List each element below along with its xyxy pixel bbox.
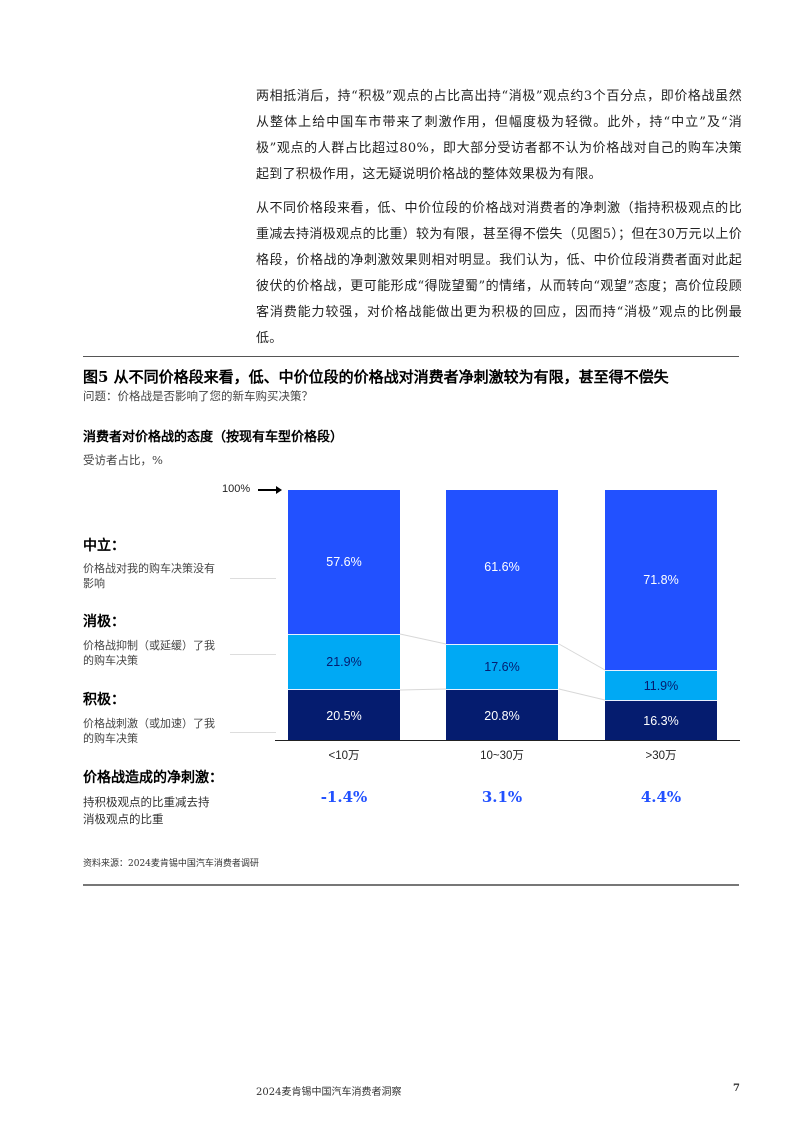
x-tick-label: >30万 — [645, 750, 677, 762]
net-value: 4.4% — [640, 788, 682, 806]
segment-negative: 11.9% — [605, 670, 717, 700]
x-tick-label: <10万 — [328, 750, 360, 762]
source-note: 资料来源：2024麦肯锡中国汽车消费者调研 — [83, 859, 259, 869]
body-paragraph-2: 从不同价格段来看，低、中价位段的价格战对消费者的净刺激（指持积极观点的比重减去持… — [256, 201, 742, 346]
legend-positive-desc: 价格战刺激（或加速）了我的购车决策 — [83, 717, 215, 745]
legend-negative-desc: 价格战抑制（或延缓）了我的购车决策 — [83, 639, 215, 667]
legend-neutral-desc: 价格战对我的购车决策没有影响 — [83, 562, 215, 590]
segment-negative: 17.6% — [446, 644, 558, 689]
segment-positive: 20.8% — [446, 689, 558, 741]
net-value: 3.1% — [481, 788, 523, 806]
page-number: 7 — [733, 1083, 740, 1094]
segment-neutral: 57.6% — [288, 490, 400, 634]
segment-neutral: 61.6% — [446, 490, 558, 644]
x-tick-label: 10~30万 — [480, 750, 524, 762]
chart-title: 消费者对价格战的态度（按现有车型价格段） — [83, 430, 344, 445]
figure-top-rule — [83, 356, 739, 357]
legend-neutral-head: 中立： — [83, 538, 125, 554]
segment-positive: 20.5% — [288, 689, 400, 741]
chart-unit: 受访者占比，% — [83, 453, 163, 467]
net-stimulus-head: 价格战造成的净刺激： — [83, 770, 223, 786]
hundred-percent-marker: 100% — [222, 483, 251, 495]
figure-bottom-rule — [83, 884, 739, 886]
net-stimulus-desc: 持积极观点的比重减去持消极观点的比重 — [83, 795, 210, 826]
bar-under-10w: 57.6% 21.9% 20.5% — [288, 490, 400, 741]
legend-positive-head: 积极： — [83, 692, 125, 708]
x-axis — [275, 740, 740, 741]
right-arrow-icon — [258, 486, 282, 494]
net-value: -1.4% — [320, 788, 368, 806]
body-paragraph-1: 两相抵消后，持“积极”观点的占比高出持“消极”观点约3个百分点，即价格战虽然从整… — [256, 89, 742, 182]
legend-neutral-leader — [230, 578, 276, 579]
legend-negative-leader — [230, 654, 276, 655]
segment-neutral: 71.8% — [605, 490, 717, 670]
legend-negative-head: 消极： — [83, 614, 125, 630]
figure-title: 图5 从不同价格段来看，低、中价位段的价格战对消费者净刺激较为有限，甚至得不偿失 — [83, 368, 669, 386]
legend-positive-leader — [230, 732, 276, 733]
bar-over-30w: 71.8% 11.9% 16.3% — [605, 490, 717, 741]
footer-title: 2024麦肯锡中国汽车消费者洞察 — [256, 1087, 402, 1098]
figure-question: 问题：价格战是否影响了您的新车购买决策？ — [83, 389, 313, 403]
bar-10-30w: 61.6% 17.6% 20.8% — [446, 490, 558, 741]
segment-negative: 21.9% — [288, 634, 400, 689]
segment-positive: 16.3% — [605, 700, 717, 741]
